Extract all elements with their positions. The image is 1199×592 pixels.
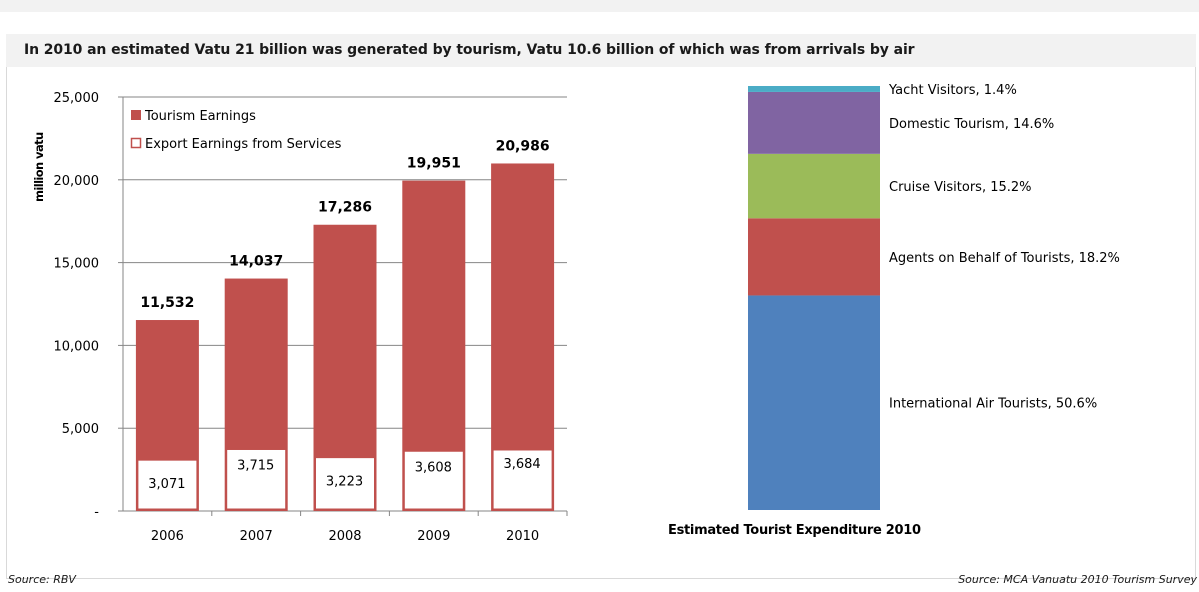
export-value-label: 3,684 xyxy=(503,457,540,472)
segment-cruise-visitors xyxy=(748,153,880,219)
tourism-value-label: 11,532 xyxy=(140,295,194,311)
x-tick-label: 2010 xyxy=(506,529,539,544)
segment-label-international-air-tourists: International Air Tourists, 50.6% xyxy=(889,397,1097,412)
legend-label-export: Export Earnings from Services xyxy=(145,137,342,152)
tourism-value-label: 19,951 xyxy=(407,156,461,172)
title-banner xyxy=(6,34,1196,67)
segment-domestic-tourism xyxy=(748,91,880,154)
segment-label-yacht-visitors: Yacht Visitors, 1.4% xyxy=(888,83,1017,98)
x-tick-label: 2007 xyxy=(240,529,273,544)
x-tick-label: 2006 xyxy=(151,529,184,544)
export-value-label: 3,071 xyxy=(148,477,185,492)
source-right: Source: MCA Vanuatu 2010 Tourism Survey xyxy=(958,573,1197,586)
expenditure-stacked-chart: International Air Tourists, 50.6% Agents … xyxy=(668,83,1120,538)
top-strip xyxy=(0,0,1199,12)
export-value-label: 3,608 xyxy=(415,460,452,475)
segment-yacht-visitors xyxy=(748,86,880,92)
export-bar xyxy=(315,457,375,510)
segment-label-agents-on-behalf-of-tourists: Agents on Behalf of Tourists, 18.2% xyxy=(889,251,1120,266)
y-tick-label: 15,000 xyxy=(54,257,100,272)
tourism-value-label: 20,986 xyxy=(496,138,550,154)
legend-label-tourism: Tourism Earnings xyxy=(144,109,256,124)
segment-agents-on-behalf-of-tourists xyxy=(748,218,880,296)
tourism-value-label: 14,037 xyxy=(229,254,283,270)
source-left: Source: RBV xyxy=(8,573,76,586)
legend-swatch-tourism xyxy=(131,110,141,120)
y-tick-label: 5,000 xyxy=(62,422,99,437)
export-bar xyxy=(492,449,553,510)
legend-swatch-export xyxy=(130,137,142,149)
export-value-label: 3,715 xyxy=(237,458,274,473)
export-bar xyxy=(137,459,198,510)
export-bar xyxy=(403,450,464,510)
stacked-x-label: Estimated Tourist Expenditure 2010 xyxy=(668,523,921,538)
figure-title: In 2010 an estimated Vatu 21 billion was… xyxy=(24,42,915,58)
y-tick-label: 10,000 xyxy=(54,339,100,354)
segment-international-air-tourists xyxy=(748,295,880,510)
y-tick-label: 25,000 xyxy=(54,91,100,106)
x-tick-label: 2008 xyxy=(328,529,361,544)
y-axis-label: million vatu xyxy=(32,132,46,202)
x-tick-label: 2009 xyxy=(417,529,450,544)
export-bar xyxy=(226,448,287,510)
export-value-label: 3,223 xyxy=(326,475,363,490)
y-tick-label: - xyxy=(94,505,99,520)
tourism-bar-chart: - 5,000 10,000 15,000 20,000 25,000 million va… xyxy=(32,91,568,544)
y-tick-label: 20,000 xyxy=(54,174,100,189)
tourism-value-label: 17,286 xyxy=(318,200,372,216)
figure-frame xyxy=(6,34,1196,579)
segment-label-cruise-visitors: Cruise Visitors, 15.2% xyxy=(889,180,1032,195)
segment-label-domestic-tourism: Domestic Tourism, 14.6% xyxy=(889,117,1054,132)
